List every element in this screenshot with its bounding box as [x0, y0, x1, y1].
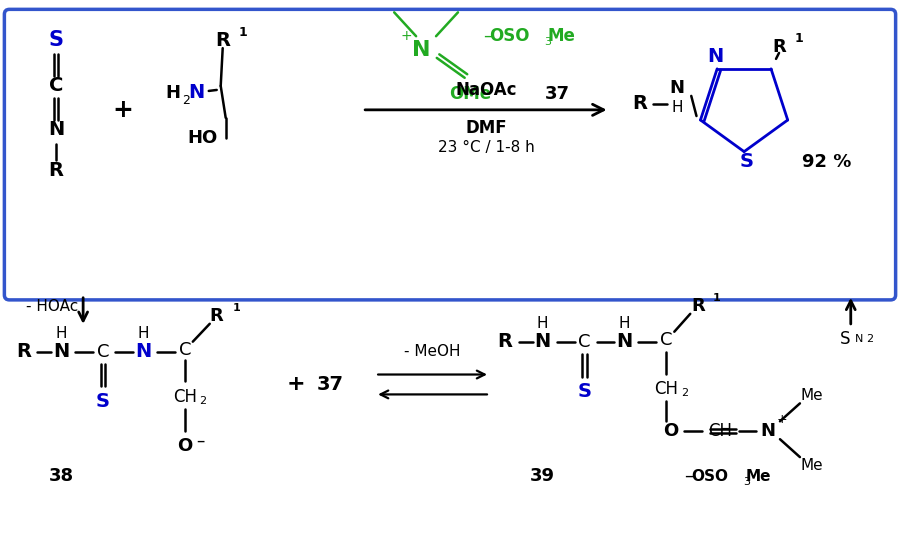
Text: OMe: OMe — [449, 85, 491, 103]
Text: +: + — [112, 98, 133, 122]
Text: S: S — [841, 330, 850, 348]
Text: N: N — [189, 84, 205, 102]
Text: Me: Me — [745, 468, 770, 483]
Text: N: N — [670, 79, 685, 97]
Text: N: N — [855, 334, 863, 344]
Text: N: N — [48, 120, 64, 139]
Text: - MeOH: - MeOH — [404, 344, 460, 359]
Text: Me: Me — [801, 388, 824, 403]
Text: 2: 2 — [182, 94, 190, 108]
Text: H: H — [537, 316, 548, 331]
FancyBboxPatch shape — [4, 9, 896, 300]
Text: 37: 37 — [545, 85, 571, 103]
Text: H: H — [166, 84, 180, 102]
Text: R: R — [498, 332, 512, 351]
Text: S: S — [578, 382, 591, 401]
Text: 2: 2 — [680, 388, 688, 398]
Text: 37: 37 — [317, 375, 344, 394]
Text: 3: 3 — [544, 37, 551, 47]
Text: C: C — [660, 331, 672, 349]
Text: R: R — [215, 31, 230, 50]
Text: 1: 1 — [795, 32, 804, 46]
Text: R: R — [632, 94, 647, 114]
Text: CH: CH — [654, 380, 679, 398]
Text: - HOAc: - HOAc — [26, 299, 78, 314]
Text: CH: CH — [708, 422, 733, 440]
Text: 1: 1 — [233, 303, 240, 313]
Text: N: N — [412, 40, 430, 60]
Text: NaOAc: NaOAc — [455, 81, 517, 99]
Text: C: C — [49, 76, 63, 95]
Text: O: O — [662, 422, 678, 440]
Text: H: H — [137, 326, 148, 341]
Text: S: S — [96, 392, 110, 411]
Text: +: + — [777, 413, 788, 426]
Text: 1: 1 — [712, 293, 720, 303]
Text: R: R — [210, 307, 223, 325]
Text: R: R — [772, 38, 786, 56]
Text: N: N — [760, 422, 776, 440]
Text: Me: Me — [548, 27, 576, 45]
Text: +: + — [286, 374, 305, 394]
Text: N: N — [707, 47, 724, 66]
Text: 3: 3 — [743, 477, 751, 487]
Text: C: C — [97, 343, 109, 360]
Text: Me: Me — [801, 457, 824, 472]
Text: 1: 1 — [238, 26, 247, 39]
Text: DMF: DMF — [465, 119, 507, 137]
Text: CH: CH — [173, 388, 197, 407]
Text: H: H — [618, 316, 630, 331]
Text: R: R — [49, 161, 64, 180]
Text: O: O — [177, 437, 193, 455]
Text: 39: 39 — [530, 467, 555, 485]
Text: OSO: OSO — [692, 468, 729, 483]
Text: H: H — [56, 326, 67, 341]
Text: N: N — [53, 342, 69, 361]
Text: –: – — [684, 467, 693, 485]
Text: S: S — [49, 30, 64, 50]
Text: N: N — [135, 342, 151, 361]
Text: C: C — [178, 341, 191, 359]
Text: S: S — [740, 152, 754, 171]
Text: R: R — [691, 297, 705, 315]
Text: N: N — [616, 332, 633, 351]
Text: 2: 2 — [199, 397, 206, 407]
Text: 2: 2 — [866, 334, 873, 344]
Text: C: C — [579, 333, 590, 351]
Text: H: H — [671, 100, 683, 115]
Text: R: R — [16, 342, 31, 361]
Text: 38: 38 — [49, 467, 74, 485]
Text: N: N — [535, 332, 551, 351]
Text: –: – — [483, 27, 492, 45]
Text: HO: HO — [187, 129, 218, 146]
Text: 23 °C / 1-8 h: 23 °C / 1-8 h — [437, 140, 535, 155]
Text: 92 %: 92 % — [802, 153, 851, 170]
Text: –: – — [196, 432, 205, 450]
Text: OSO: OSO — [490, 27, 530, 45]
Text: +: + — [400, 29, 412, 43]
